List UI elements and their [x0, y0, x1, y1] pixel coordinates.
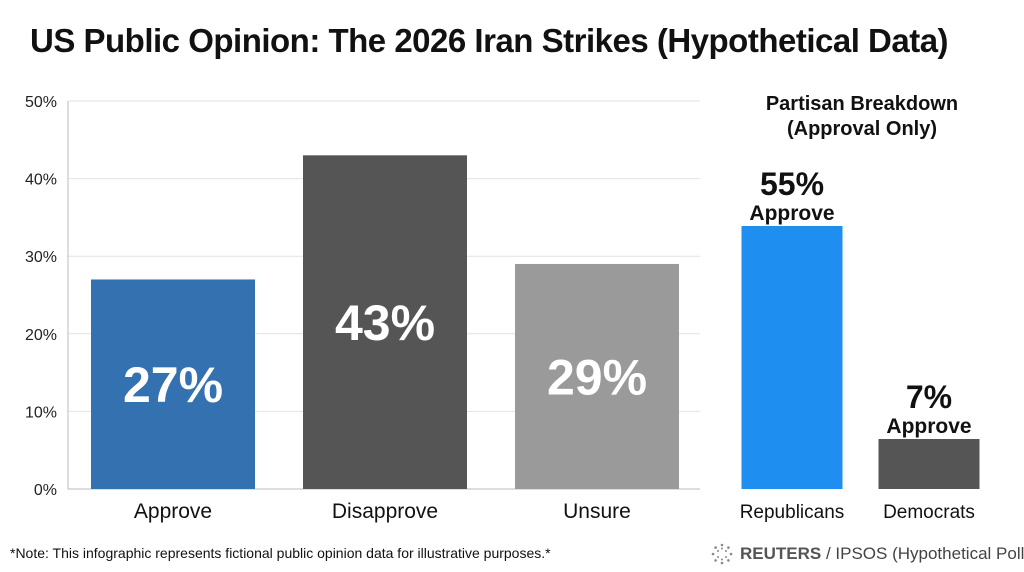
- y-tick-label: 20%: [25, 327, 57, 344]
- bar-data-label: 7%: [906, 379, 952, 415]
- bar-unsure: [515, 263, 679, 489]
- bar-sub-label: Approve: [749, 202, 834, 225]
- bar-data-label: 29%: [547, 349, 647, 405]
- partisan-title: Partisan Breakdown: [766, 93, 958, 115]
- bar-data-label: 27%: [123, 357, 223, 413]
- bar-disapprove: [303, 155, 467, 489]
- x-tick-label: Approve: [134, 500, 212, 523]
- partisan-subtitle: (Approval Only): [787, 118, 937, 140]
- x-tick-label: Unsure: [563, 500, 631, 523]
- bar-democrats: [878, 439, 980, 489]
- bar-data-label: 55%: [760, 166, 824, 202]
- source-credit: REUTERS / IPSOS (Hypothetical Poll Data): [710, 542, 1024, 566]
- y-tick-label: 30%: [25, 249, 57, 266]
- x-tick-label: Democrats: [883, 502, 975, 523]
- source-text: / IPSOS (Hypothetical Poll Data): [825, 544, 1024, 563]
- y-tick-label: 50%: [25, 94, 57, 111]
- footnote: *Note: This infographic represents ficti…: [10, 545, 551, 561]
- x-tick-label: Republicans: [740, 502, 845, 523]
- source-brand: REUTERS: [740, 544, 822, 563]
- y-tick-label: 0%: [34, 482, 57, 499]
- reuters-logo-icon: [711, 543, 733, 565]
- y-tick-label: 40%: [25, 172, 57, 189]
- bar-republicans: [741, 226, 843, 489]
- y-tick-label: 10%: [25, 404, 57, 421]
- bar-approve: [91, 279, 255, 489]
- page-title: US Public Opinion: The 2026 Iran Strikes…: [30, 22, 949, 59]
- bar-sub-label: Approve: [886, 415, 971, 438]
- bar-data-label: 43%: [335, 295, 435, 351]
- x-tick-label: Disapprove: [332, 500, 438, 523]
